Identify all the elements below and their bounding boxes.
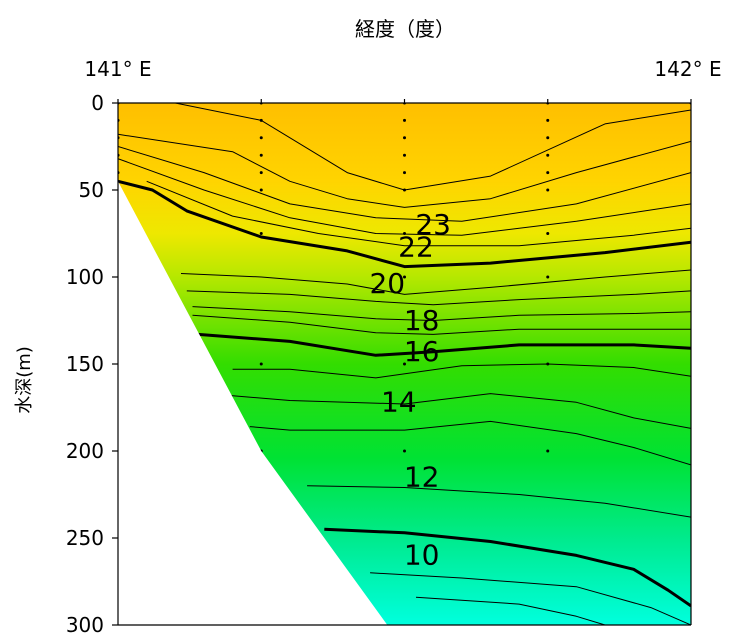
- isotherm-lines: [118, 103, 691, 625]
- contour-label: 16: [404, 335, 440, 368]
- station-sample-dot: [259, 362, 263, 366]
- station-sample-dot: [546, 136, 550, 140]
- x-tick-label-left: 141° E: [84, 57, 151, 81]
- isotherm-line: [192, 306, 691, 321]
- x-tick-label-right: 142° E: [654, 57, 721, 81]
- y-tick-label: 100: [66, 265, 104, 289]
- y-tick-label: 50: [79, 178, 104, 202]
- isotherm-line: [118, 158, 691, 236]
- seabed-mask: [118, 181, 388, 625]
- contour-label: 14: [381, 386, 417, 419]
- station-sample-dot: [403, 275, 406, 279]
- station-sample-dot: [546, 118, 550, 122]
- station-sample-dot: [403, 449, 406, 453]
- contour-label: 23: [415, 208, 451, 241]
- station-sample-dot: [546, 449, 550, 453]
- isotherm-bold-line: [324, 527, 691, 608]
- station-sample-dot: [546, 171, 550, 175]
- station-sample-dot: [259, 136, 263, 140]
- isotherm-bold-line: [198, 332, 691, 357]
- station-sample-dot: [546, 362, 550, 366]
- station-sample-dot: [546, 188, 550, 192]
- station-sample-dot: [546, 232, 550, 235]
- isotherm-line: [118, 133, 691, 208]
- isotherm-line: [370, 572, 691, 625]
- x-ticks: [117, 99, 692, 103]
- isotherm-line: [180, 269, 691, 295]
- contour-label: 22: [398, 231, 434, 264]
- isotherm-line: [226, 393, 691, 429]
- isotherm-line: [232, 363, 691, 379]
- contour-label: 18: [404, 304, 440, 337]
- temperature-field: [118, 103, 691, 625]
- x-axis-title: 経度（度）: [355, 17, 455, 41]
- contour-label: 10: [404, 539, 440, 572]
- station-sample-dot: [403, 362, 406, 366]
- station-sample-dot: [546, 275, 550, 279]
- isotherm-line: [307, 485, 691, 518]
- station-sample-dot: [259, 153, 263, 157]
- y-axis-title: 水深(m): [14, 346, 35, 414]
- station-sample-dot: [403, 118, 406, 122]
- y-tick-label: 200: [66, 439, 104, 463]
- y-tick-label: 250: [66, 526, 104, 550]
- station-sample-dot: [403, 188, 406, 192]
- y-ticks: 0 50 100 150 200 250 300: [66, 91, 118, 634]
- isotherm-line: [415, 596, 606, 625]
- isotherm-line: [249, 420, 691, 466]
- station-sample-dot: [259, 118, 263, 122]
- y-tick-label: 0: [91, 91, 104, 115]
- station-sample-dot: [546, 153, 550, 157]
- station-sample-dot: [403, 136, 406, 140]
- isotherm-line: [186, 290, 691, 306]
- y-tick-label: 300: [66, 613, 104, 634]
- station-sample-dot: [259, 232, 263, 235]
- isotherm-bold-line: [118, 179, 691, 269]
- isotherm-line: [118, 146, 691, 222]
- station-sample-dot: [259, 188, 263, 192]
- station-sample-dot: [403, 232, 406, 235]
- isotherm-line: [192, 314, 691, 335]
- isotherm-line: [118, 103, 691, 191]
- station-sample-dot: [403, 171, 406, 175]
- station-sample-dot: [403, 153, 406, 157]
- contour-label: 12: [404, 460, 440, 493]
- station-sample-dot: [259, 171, 263, 175]
- contour-label: 20: [369, 267, 405, 300]
- isotherm-line: [146, 180, 691, 247]
- y-tick-label: 150: [66, 352, 104, 376]
